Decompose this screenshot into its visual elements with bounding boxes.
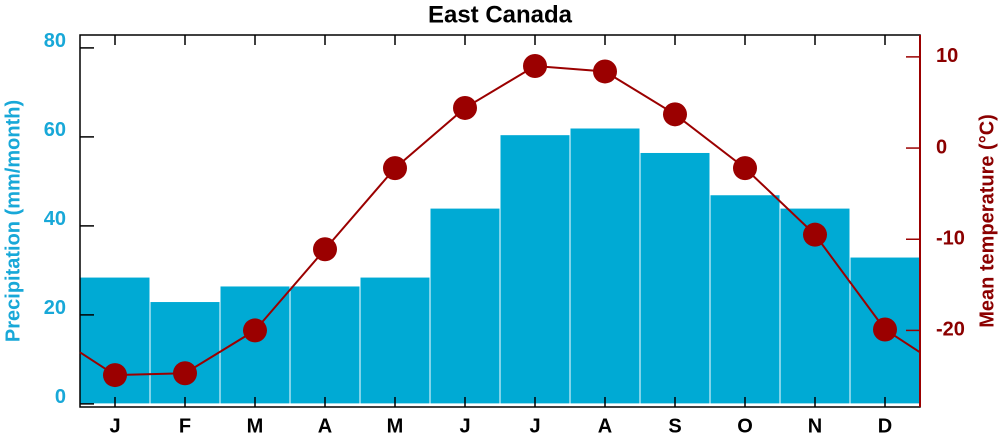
x-tick-label: M [387, 415, 404, 437]
bar [429, 207, 501, 405]
temperature-point [803, 222, 827, 247]
y-tick-label: 20 [44, 297, 66, 319]
bar [359, 276, 431, 405]
y2-tick-label: 0 [936, 136, 947, 158]
x-tick-label: O [737, 415, 753, 437]
temperature-point [313, 237, 337, 262]
bar [499, 134, 571, 405]
x-tick-label: S [668, 415, 681, 437]
x-tick-label: J [529, 415, 540, 437]
x-tick-label: A [318, 415, 332, 437]
y-tick-label: 40 [44, 208, 66, 230]
temperature-point [873, 317, 897, 342]
temperature-point [733, 156, 757, 181]
y2-tick-label: -10 [936, 228, 965, 250]
y-tick-label: 60 [44, 119, 66, 141]
x-tick-label: M [247, 415, 264, 437]
temperature-point [383, 156, 407, 181]
x-tick-label: J [109, 415, 120, 437]
y-tick-label: 0 [55, 386, 66, 408]
y2-axis-label: Mean temperature (°C) [976, 114, 998, 328]
temperature-point [453, 95, 477, 120]
chart-title: East Canada [428, 1, 573, 28]
temperature-point [663, 102, 687, 127]
x-tick-label: A [598, 415, 612, 437]
bar [289, 285, 361, 405]
bar [639, 151, 711, 405]
bar [149, 301, 221, 405]
bar [569, 127, 641, 405]
temperature-point [593, 59, 617, 84]
x-tick-label: J [459, 415, 470, 437]
temperature-point [103, 363, 127, 388]
temperature-point [243, 318, 267, 343]
y-axis-label: Precipitation (mm/month) [2, 100, 24, 342]
temperature-point [173, 361, 197, 386]
temperature-point [523, 54, 547, 78]
y2-tick-label: 10 [936, 45, 958, 67]
x-tick-label: D [878, 415, 892, 437]
y-tick-label: 80 [44, 30, 66, 52]
temperature-line [114, 64, 886, 377]
bar [709, 194, 781, 405]
y2-tick-label: -20 [936, 319, 965, 341]
x-tick-label: F [179, 415, 191, 437]
x-tick-label: N [808, 415, 822, 437]
